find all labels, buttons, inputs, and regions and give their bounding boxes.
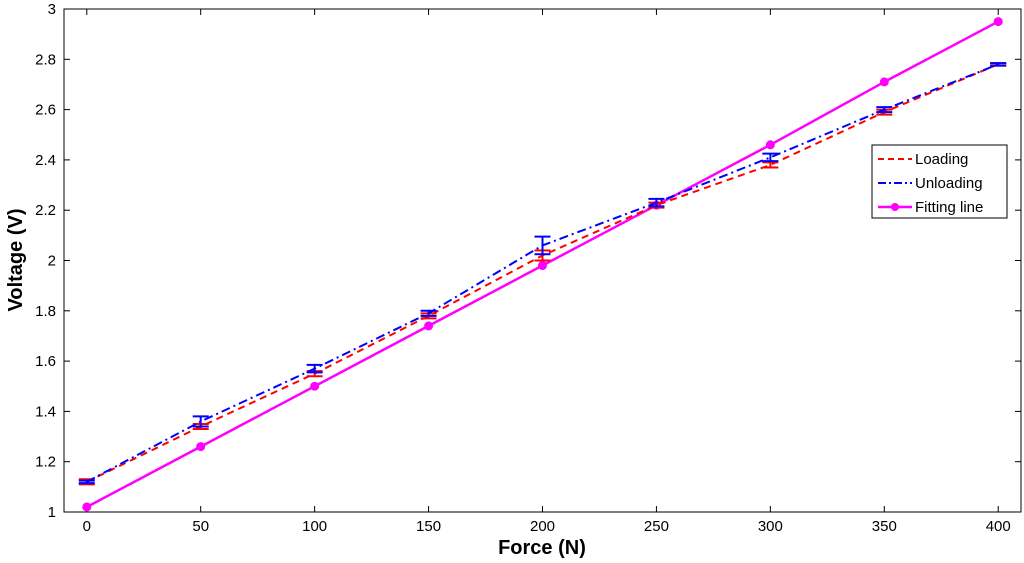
data-point-fitting-line	[879, 77, 889, 87]
y-tick-label: 1.4	[35, 403, 56, 420]
y-tick-label: 2.8	[35, 51, 56, 68]
x-tick-label: 250	[644, 518, 669, 535]
y-tick-label: 2	[48, 253, 56, 270]
y-tick-label: 2.4	[35, 152, 56, 169]
x-tick-label: 350	[872, 518, 897, 535]
x-tick-label: 50	[192, 518, 209, 535]
legend: Loading Unloading Fitting line	[871, 144, 1008, 219]
legend-marker-fitting-line	[891, 203, 899, 211]
y-tick-label: 1.2	[35, 454, 56, 471]
legend-label-fitting-line: Fitting line	[915, 199, 983, 216]
data-point-fitting-line	[538, 261, 547, 271]
y-tick-label: 1	[48, 504, 56, 521]
x-axis-title: Force (N)	[498, 537, 586, 559]
data-point-fitting-line	[196, 442, 206, 452]
data-point-fitting-line	[82, 502, 92, 512]
data-point-fitting-line	[765, 140, 775, 150]
y-tick-label: 3	[48, 1, 56, 18]
x-tick-label: 300	[758, 518, 783, 535]
legend-label-loading: Loading	[915, 151, 968, 168]
x-tick-label: 400	[986, 518, 1011, 535]
data-point-fitting-line	[424, 321, 434, 331]
y-axis-title: Voltage (V)	[5, 209, 27, 312]
x-tick-label: 100	[302, 518, 327, 535]
x-tick-label: 150	[416, 518, 441, 535]
y-tick-label: 2.2	[35, 202, 56, 219]
y-tick-label: 1.8	[35, 303, 56, 320]
data-point-fitting-line	[310, 381, 320, 391]
series-layer	[78, 17, 1007, 512]
y-tick-label: 1.6	[35, 353, 56, 370]
legend-label-unloading: Unloading	[915, 175, 983, 192]
data-point-fitting-line	[993, 17, 1003, 27]
y-tick-label: 2.6	[35, 102, 56, 119]
x-tick-label: 0	[83, 518, 91, 535]
x-tick-label: 200	[530, 518, 555, 535]
axis-ticks: 0 50 100 150 200 250 300 350 400 1 1.2 1.4 1.6 1.8 2 2.…	[35, 1, 1021, 535]
